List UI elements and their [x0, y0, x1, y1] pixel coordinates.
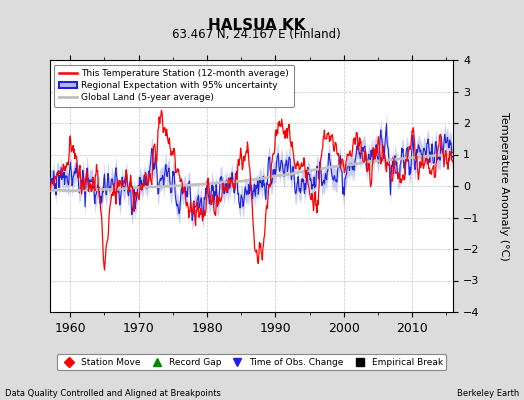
Text: Berkeley Earth: Berkeley Earth	[456, 389, 519, 398]
Legend: Station Move, Record Gap, Time of Obs. Change, Empirical Break: Station Move, Record Gap, Time of Obs. C…	[57, 354, 446, 370]
Text: HALSUA KK: HALSUA KK	[208, 18, 305, 33]
Text: Data Quality Controlled and Aligned at Breakpoints: Data Quality Controlled and Aligned at B…	[5, 389, 221, 398]
Text: 63.467 N, 24.167 E (Finland): 63.467 N, 24.167 E (Finland)	[172, 28, 341, 41]
Y-axis label: Temperature Anomaly (°C): Temperature Anomaly (°C)	[499, 112, 509, 260]
